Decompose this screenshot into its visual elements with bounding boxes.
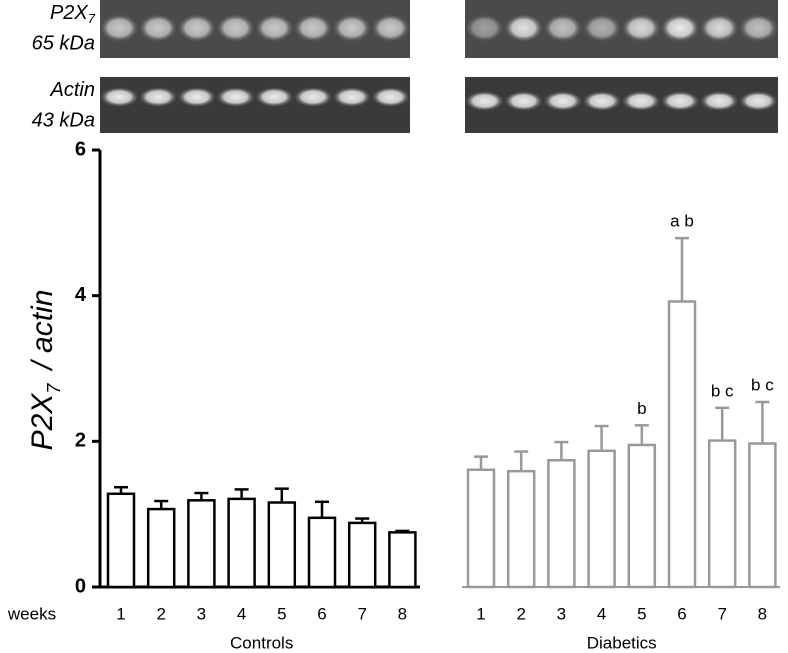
annotation: b c <box>751 375 774 394</box>
bar <box>267 501 297 589</box>
bar <box>347 521 377 589</box>
blot-band <box>543 14 583 42</box>
group-label: Controls <box>230 633 293 652</box>
blot-name: Actin <box>50 79 95 101</box>
blot-band <box>738 14 778 42</box>
blot-band <box>465 91 505 111</box>
bar <box>547 459 576 589</box>
blot-name: P2X <box>50 2 88 24</box>
bar <box>627 443 657 589</box>
blot-band <box>100 87 139 107</box>
x-tick-label: 6 <box>677 604 686 623</box>
bar <box>748 442 777 589</box>
blot-band <box>138 14 178 42</box>
y-axis-label: P2X7 / actin <box>26 290 64 451</box>
x-tick-label: 3 <box>557 604 566 623</box>
x-tick-label: 8 <box>758 604 767 623</box>
bar <box>587 449 616 589</box>
blot-band <box>177 87 217 107</box>
blot-band <box>660 91 700 111</box>
blot-band <box>738 91 778 111</box>
blot-band <box>504 91 544 111</box>
blot-band <box>621 14 661 42</box>
annotation: a b <box>670 212 694 231</box>
blot-band <box>100 14 139 42</box>
blot-band <box>255 87 294 107</box>
x-tick-label: 4 <box>597 604 606 623</box>
y-tick-label: 4 <box>75 284 87 306</box>
y-tick-label: 0 <box>75 575 86 597</box>
blot-band <box>216 14 255 42</box>
bar <box>146 507 176 589</box>
blot-band <box>138 87 178 107</box>
blot-size: 65 kDa <box>32 32 95 54</box>
blot-band <box>660 14 700 42</box>
x-prefix: weeks <box>7 604 56 623</box>
blot-band <box>216 87 255 107</box>
x-tick-label: 4 <box>237 604 246 623</box>
blot-label: Actin <box>50 79 95 101</box>
bar <box>106 492 136 589</box>
y-label-rest: / actin <box>26 290 59 372</box>
y-tick-label: 6 <box>75 138 86 160</box>
y-label-sub: 7 <box>44 383 64 394</box>
x-tick-label: 5 <box>637 604 646 623</box>
blot-band <box>582 14 622 42</box>
blot-band <box>371 14 410 42</box>
blot-band <box>582 91 622 111</box>
blot-size: 43 kDa <box>32 109 95 131</box>
blot-band <box>293 14 333 42</box>
blot-band <box>371 87 410 107</box>
blot-band <box>332 14 372 42</box>
bar <box>466 468 496 589</box>
group-label: Diabetics <box>587 633 657 652</box>
blot-band <box>504 14 544 42</box>
bar <box>227 497 256 589</box>
y-label-main: P2X <box>26 393 59 451</box>
x-tick-label: 2 <box>156 604 165 623</box>
blot-band <box>699 91 739 111</box>
blot-name-sub: 7 <box>88 11 96 26</box>
x-tick-label: 1 <box>476 604 485 623</box>
annotation: b c <box>711 381 734 400</box>
bar <box>388 531 417 589</box>
x-tick-label: 2 <box>516 604 525 623</box>
blot-band <box>255 14 294 42</box>
bar <box>506 469 536 589</box>
blot-band <box>699 14 739 42</box>
blots <box>100 0 778 133</box>
bar <box>667 300 697 589</box>
bar <box>307 516 337 589</box>
x-tick-label: 1 <box>116 604 125 623</box>
y-tick-label: 2 <box>75 430 86 452</box>
bar <box>707 439 737 589</box>
blot-band <box>293 87 333 107</box>
x-tick-label: 7 <box>357 604 366 623</box>
x-tick-label: 8 <box>398 604 407 623</box>
blot-label: P2X7 <box>50 2 96 26</box>
blot-band <box>332 87 372 107</box>
blot-band <box>621 91 661 111</box>
annotation: b <box>637 399 646 418</box>
blot-band <box>543 91 583 111</box>
x-tick-label: 7 <box>717 604 726 623</box>
x-tick-label: 5 <box>277 604 286 623</box>
x-tick-label: 6 <box>317 604 326 623</box>
bar <box>187 499 216 589</box>
blot-band <box>177 14 217 42</box>
blot-band <box>465 14 505 42</box>
x-tick-label: 3 <box>197 604 206 623</box>
